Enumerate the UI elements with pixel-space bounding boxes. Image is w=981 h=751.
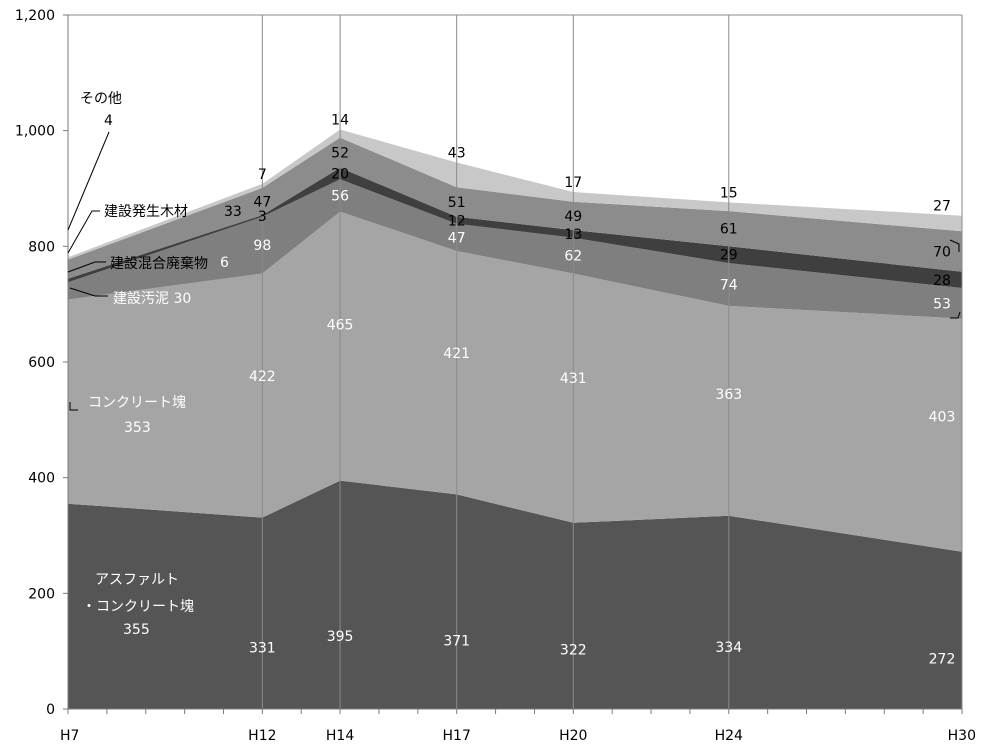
y-tick-label: 600 bbox=[28, 355, 55, 371]
data-label: 421 bbox=[443, 346, 470, 362]
series-label-wood: 建設発生木材 bbox=[104, 204, 188, 220]
data-label: 14 bbox=[331, 113, 349, 129]
tick-label-layer: 0 200 400 600 800 1,000 1,200 H7 H12 H14 H17 H20 H24… bbox=[15, 8, 976, 744]
data-label: 27 bbox=[933, 199, 951, 215]
data-label: 322 bbox=[560, 642, 587, 658]
series-label-asphalt: ・コンクリート塊 bbox=[82, 599, 194, 615]
data-label: 15 bbox=[720, 185, 738, 201]
area-series-4 bbox=[68, 137, 962, 279]
y-tick-label: 1,000 bbox=[15, 124, 55, 140]
data-label: 465 bbox=[327, 318, 354, 334]
data-label: 51 bbox=[448, 195, 466, 211]
data-label: 28 bbox=[933, 273, 951, 289]
data-label: 52 bbox=[331, 146, 349, 162]
data-label: 74 bbox=[720, 278, 738, 294]
series-label-concrete: コンクリート塊 bbox=[88, 395, 186, 411]
area-series-3 bbox=[68, 167, 962, 288]
data-label: 61 bbox=[720, 222, 738, 238]
data-label: 53 bbox=[933, 296, 951, 312]
series-value-other: 4 bbox=[104, 113, 113, 129]
data-label: 47 bbox=[448, 230, 466, 246]
data-label: 272 bbox=[929, 652, 956, 668]
data-label: 49 bbox=[564, 209, 582, 225]
area-series-0 bbox=[68, 480, 962, 709]
data-label: 422 bbox=[249, 369, 276, 385]
series-label-other: その他 bbox=[80, 91, 122, 107]
data-label: 403 bbox=[929, 410, 956, 426]
x-tick-label: H30 bbox=[948, 728, 976, 744]
data-label: 13 bbox=[564, 227, 582, 243]
y-tick-label: 400 bbox=[28, 471, 55, 487]
area-layer bbox=[68, 129, 962, 709]
leader-right-sludge bbox=[950, 311, 961, 319]
area-series-5 bbox=[68, 129, 962, 260]
grid-layer bbox=[68, 14, 963, 709]
data-label: 98 bbox=[253, 238, 271, 254]
area-series-2 bbox=[68, 179, 962, 319]
series-value-wood: 33 bbox=[224, 204, 242, 220]
y-tick-label: 1,200 bbox=[15, 8, 55, 24]
data-label: 363 bbox=[715, 387, 742, 403]
x-tick-label: H14 bbox=[326, 728, 354, 744]
series-label-asphalt: アスファルト bbox=[95, 572, 179, 588]
data-label: 395 bbox=[327, 629, 354, 645]
leader-concrete bbox=[69, 402, 78, 411]
leader-other bbox=[67, 131, 110, 231]
y-tick-label: 200 bbox=[28, 586, 55, 602]
y-tick-label: 800 bbox=[28, 239, 55, 255]
data-label: 431 bbox=[560, 371, 587, 387]
axes-layer bbox=[63, 14, 963, 714]
leader-sludge bbox=[69, 287, 108, 297]
data-label: 12 bbox=[448, 213, 466, 229]
data-label: 29 bbox=[720, 248, 738, 264]
leader-wood bbox=[67, 210, 100, 254]
series-value-mixed: 6 bbox=[220, 255, 229, 271]
series-label-sludge: 建設汚泥 30 bbox=[113, 291, 191, 307]
data-label: 56 bbox=[331, 188, 349, 204]
data-label: 20 bbox=[331, 166, 349, 182]
x-tick-label: H17 bbox=[443, 728, 471, 744]
data-label-layer: 3314229834773954655620521437142147125143… bbox=[249, 113, 955, 668]
data-label: 331 bbox=[249, 641, 276, 657]
x-tick-label: H7 bbox=[60, 728, 79, 744]
x-tick-label: H12 bbox=[248, 728, 276, 744]
data-label: 371 bbox=[443, 633, 470, 649]
x-tick-label: H24 bbox=[715, 728, 743, 744]
data-label: 3 bbox=[258, 209, 267, 225]
data-label: 43 bbox=[448, 145, 466, 161]
series-label-mixed: 建設混合廃棄物 bbox=[110, 255, 208, 272]
data-label: 334 bbox=[715, 640, 742, 656]
data-label: 47 bbox=[253, 195, 271, 211]
series-value-concrete: 353 bbox=[124, 420, 151, 436]
area-series-1 bbox=[68, 211, 962, 552]
series-value-asphalt: 355 bbox=[123, 622, 150, 638]
y-tick-label: 0 bbox=[46, 702, 55, 718]
data-label: 17 bbox=[564, 175, 582, 191]
leader-mixed bbox=[67, 261, 106, 273]
data-label: 7 bbox=[258, 167, 267, 183]
x-tick-label: H20 bbox=[559, 728, 587, 744]
data-label: 70 bbox=[933, 245, 951, 261]
data-label: 62 bbox=[564, 249, 582, 265]
leader-right-wood bbox=[949, 239, 960, 252]
